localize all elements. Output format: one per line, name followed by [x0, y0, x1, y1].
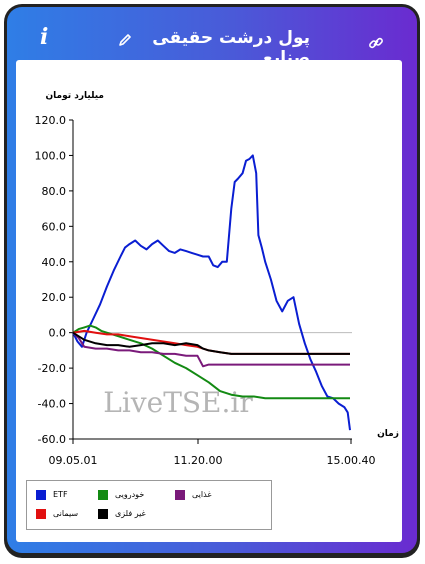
- y-tick-label: 120.0: [35, 114, 67, 127]
- legend-label-gheyrfelezi: غیر فلزی: [115, 509, 146, 518]
- legend-label-khodroi: خودرویی: [115, 490, 145, 499]
- legend-swatch-simani: [36, 509, 46, 519]
- y-tick-label: 80.0: [42, 185, 67, 198]
- legend-swatch-khodroi: [98, 490, 108, 500]
- legend-label-ghazai: غذایی: [192, 490, 212, 499]
- legend-swatch-gheyrfelezi: [98, 509, 108, 519]
- link-icon[interactable]: [368, 35, 384, 51]
- series-line-1: [72, 324, 350, 400]
- x-tick-label: 11.20.00: [174, 454, 223, 467]
- y-axis-label: میلیارد تومان: [45, 91, 104, 101]
- y-tick-label: 100.0: [35, 149, 67, 162]
- watermark: LiveTSE.ir: [103, 386, 253, 419]
- legend-label-etf: ETF: [53, 490, 68, 499]
- series-line-0: [72, 154, 351, 431]
- legend-label-simani: سیمانی: [53, 509, 79, 518]
- chart-legend: ETF خودرویی غذایی سیمانی غیر فلزی: [26, 480, 272, 530]
- legend-swatch-ghazai: [175, 490, 185, 500]
- y-tick-label: 20.0: [42, 291, 67, 304]
- y-tick-label: 60.0: [42, 220, 67, 233]
- x-tick-label: 15.00.40: [327, 454, 376, 467]
- series-line-2: [72, 331, 350, 368]
- y-tick-label: -40.0: [38, 398, 66, 411]
- chart-card: [16, 60, 402, 542]
- x-axis-label: زمان: [377, 429, 399, 439]
- x-tick-label: 09.05.01: [49, 454, 98, 467]
- y-tick-label: -60.0: [38, 433, 66, 446]
- y-tick-label: -20.0: [38, 362, 66, 375]
- y-tick-label: 40.0: [42, 256, 67, 269]
- page-title: پول درشت حقیقی صنایع: [152, 28, 310, 68]
- legend-swatch-etf: [36, 490, 46, 500]
- pencil-icon[interactable]: [118, 33, 132, 47]
- y-tick-label: 0.0: [49, 327, 67, 340]
- info-icon[interactable]: i: [40, 24, 49, 50]
- series-line-4: [72, 331, 350, 355]
